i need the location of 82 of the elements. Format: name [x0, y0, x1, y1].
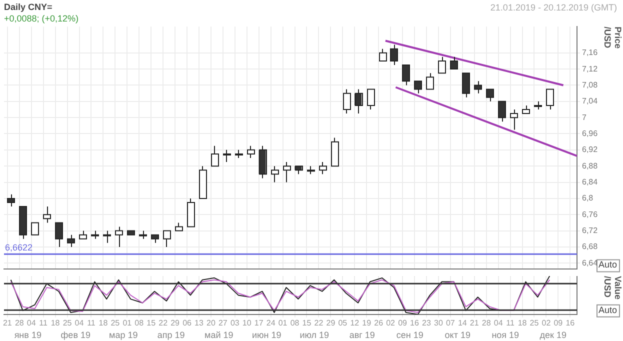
y-tick-label: 7 [582, 112, 587, 122]
x-tick-label: 05 [338, 318, 348, 328]
text: окт 19 [444, 330, 470, 340]
x-tick-label: 30 [434, 318, 444, 328]
y-tick-label: 6,68 [582, 242, 598, 252]
text: май 19 [204, 330, 234, 340]
y-tick-label: 6,64 [582, 258, 598, 268]
text: июн 19 [252, 330, 282, 340]
y-tick-label: 7,12 [582, 64, 598, 74]
x-tick-label: 04 [494, 318, 504, 328]
x-tick-label: 04 [26, 318, 36, 328]
x-tick-label: 27 [218, 318, 228, 328]
x-tick-label: 01 [278, 318, 288, 328]
x-tick-label: 25 [110, 318, 120, 328]
x-tick-label: 18 [50, 318, 60, 328]
x-tick-label: 18 [518, 318, 528, 328]
x-tick-label: 09 [554, 318, 564, 328]
x-tick-label: 02 [542, 318, 552, 328]
x-tick-label: 09 [398, 318, 408, 328]
x-tick-label: 29 [170, 318, 180, 328]
y-tick-label: 7,04 [582, 96, 598, 106]
x-tick-label: 04 [74, 318, 84, 328]
x-tick-label: 22 [314, 318, 324, 328]
x-tick-label: 06 [182, 318, 192, 328]
x-tick-label: 08 [134, 318, 144, 328]
text: сен 19 [396, 330, 424, 340]
x-tick-label: 03 [230, 318, 240, 328]
x-tick-label: 28 [482, 318, 492, 328]
x-tick-label: 24 [266, 318, 276, 328]
x-tick-label: 20 [206, 318, 216, 328]
text: Auto [598, 304, 617, 315]
x-tick-label: 25 [530, 318, 540, 328]
x-tick-label: 11 [87, 318, 96, 328]
x-tick-label: 01 [122, 318, 132, 328]
text: янв 19 [14, 330, 42, 340]
x-tick-label: 11 [506, 318, 515, 328]
x-tick-label: 15 [146, 318, 156, 328]
x-tick-label: 07 [446, 318, 456, 328]
text: апр 19 [157, 330, 185, 340]
x-tick-label: 26 [374, 318, 384, 328]
x-tick-label: 28 [14, 318, 24, 328]
ref-line-label: 6,6622 [5, 242, 33, 253]
x-tick-label: 17 [254, 318, 264, 328]
text: фев 19 [60, 330, 90, 340]
text: авг 19 [349, 330, 375, 340]
y-tick-label: 7,08 [582, 80, 598, 90]
x-tick-label: 11 [39, 318, 48, 328]
text: июл 19 [300, 330, 330, 340]
y-axis-title: Value /USD [602, 276, 623, 300]
x-tick-label: 12 [350, 318, 360, 328]
chart-title: Daily CNY= [4, 2, 52, 12]
x-tick-label: 14 [458, 318, 468, 328]
x-tick-label: 19 [362, 318, 372, 328]
text: дек 19 [540, 330, 566, 340]
x-tick-label: 29 [326, 318, 336, 328]
y-tick-label: 6,92 [582, 145, 598, 154]
x-tick-label: 25 [62, 318, 72, 328]
x-tick-label: 08 [290, 318, 300, 328]
y-tick-label: 6,88 [582, 161, 598, 170]
x-tick-label: 22 [158, 318, 168, 328]
x-tick-label: 15 [302, 318, 312, 328]
text: 21.01.2019 - 20.12.2019 (GMT) [490, 2, 617, 12]
x-tick-label: 21 [2, 318, 12, 328]
chart-subtitle: +0,0088; (+0,12%) [4, 14, 79, 24]
x-tick-label: 21 [470, 318, 480, 328]
text: ноя 19 [492, 330, 520, 340]
x-tick-label: 16 [566, 318, 576, 328]
y-axis-title: Price /USD [602, 26, 623, 49]
x-tick-label: 02 [386, 318, 396, 328]
x-tick-label: 10 [242, 318, 252, 328]
text: Auto [598, 260, 617, 270]
y-tick-label: 6,76 [582, 210, 598, 219]
x-tick-label: 23 [422, 318, 432, 328]
text: мар 19 [109, 330, 138, 340]
y-tick-label: 6,72 [582, 226, 598, 235]
x-tick-label: 13 [194, 318, 204, 328]
x-tick-label: 16 [410, 318, 420, 328]
y-tick-label: 6,8 [582, 194, 594, 203]
y-tick-label: 7,16 [582, 48, 598, 58]
x-tick-label: 18 [98, 318, 108, 328]
y-tick-label: 6,84 [582, 177, 598, 186]
y-tick-label: 6,96 [582, 128, 598, 138]
